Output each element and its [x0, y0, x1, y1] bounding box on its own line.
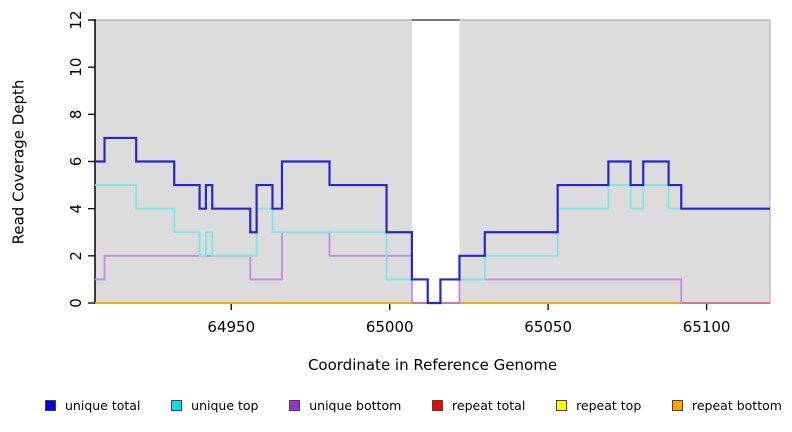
y-axis-tick-label: 2 — [67, 251, 85, 261]
y-axis-tick-label: 4 — [67, 204, 85, 214]
legend-label-unique-total: unique total — [65, 398, 141, 413]
legend-item-unique-top: unique top — [171, 398, 258, 413]
x-axis-tick-label: 65000 — [366, 318, 414, 336]
legend-swatch-unique-top — [171, 400, 183, 411]
series-unique-top-line — [95, 184, 770, 304]
legend-swatch-repeat-top — [556, 400, 568, 411]
series-unique-total-line — [95, 136, 770, 305]
legend-item-repeat-total: repeat total — [432, 398, 525, 413]
y-axis-tick-label: 0 — [67, 298, 85, 308]
legend-swatch-repeat-bottom — [672, 400, 683, 411]
legend: unique total unique top unique bottom repea… — [45, 398, 782, 413]
y-axis-title: Read Coverage Depth — [0, 20, 36, 303]
x-axis-title: Coordinate in Reference Genome — [307, 356, 558, 374]
legend-label-unique-bottom: unique bottom — [309, 398, 402, 413]
x-axis-tick-label: 65100 — [683, 318, 731, 336]
legend-item-repeat-bottom: repeat bottom — [672, 398, 782, 413]
x-axis-tick-label: 65050 — [524, 318, 572, 336]
y-axis-tick-label: 6 — [67, 157, 85, 167]
legend-swatch-repeat-total — [432, 400, 444, 411]
y-axis-title-text: Read Coverage Depth — [9, 79, 27, 244]
legend-item-unique-total: unique total — [45, 398, 140, 413]
legend-item-unique-bottom: unique bottom — [289, 398, 401, 413]
y-axis-tick-label: 10 — [67, 58, 85, 77]
y-axis-tick-label: 8 — [67, 110, 85, 120]
y-axis-tick-label: 12 — [67, 10, 85, 29]
legend-swatch-unique-bottom — [289, 400, 301, 411]
legend-label-unique-top: unique top — [191, 398, 259, 413]
legend-label-repeat-bottom: repeat bottom — [692, 398, 782, 413]
legend-swatch-unique-total — [45, 400, 56, 411]
legend-label-repeat-top: repeat top — [576, 398, 642, 413]
legend-item-repeat-top: repeat top — [556, 398, 641, 413]
series-unique-bottom-line — [95, 231, 770, 304]
coverage-gap-band — [411, 20, 460, 303]
legend-label-repeat-total: repeat total — [452, 398, 526, 413]
x-axis-tick-label: 64950 — [207, 318, 255, 336]
